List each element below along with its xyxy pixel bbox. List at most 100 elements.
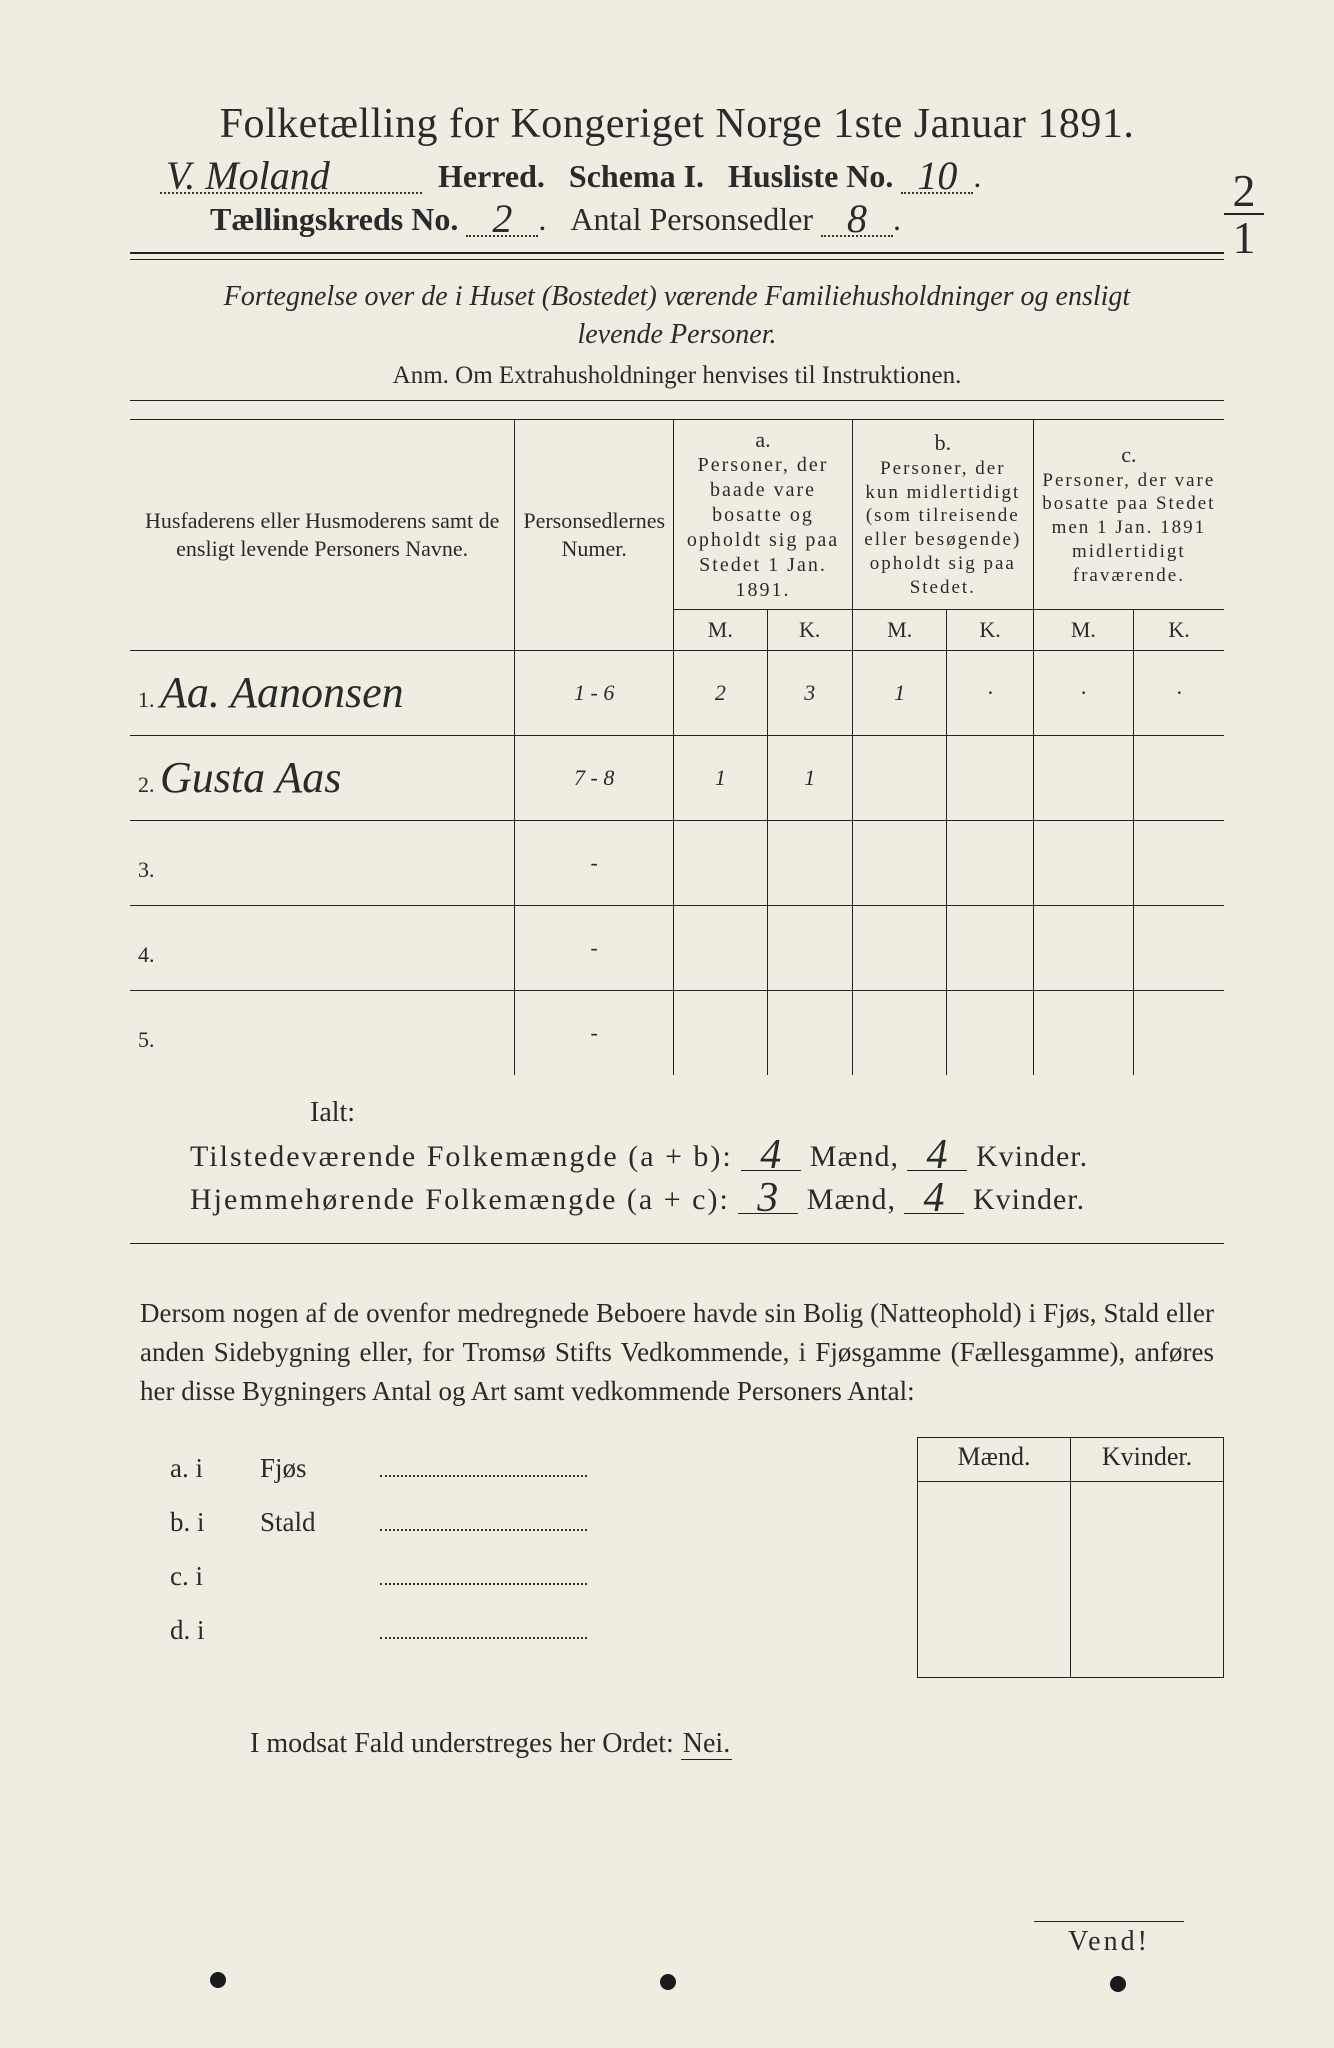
row-b-k: · [947,650,1033,735]
th-numer: Personsedlernes Numer. [515,419,674,650]
mk-box-m-val [918,1482,1071,1678]
th-b-m: M. [852,610,947,651]
abcd-dots [380,1610,587,1639]
abcd-dots [380,1502,587,1531]
punch-hole [210,1972,226,1988]
kvinder-label: Kvinder. [976,1140,1088,1173]
maend-label-2: Mænd, [807,1183,896,1216]
th-a-m: M. [674,610,767,651]
row-c-m [1033,735,1133,820]
row-b-m [852,735,947,820]
row-b-k [947,735,1033,820]
main-title: Folketælling for Kongeriget Norge 1ste J… [130,100,1224,148]
husliste-label: Husliste No. [728,158,893,194]
sum2-m: 3 [738,1184,798,1214]
row-b-k [947,990,1033,1075]
row-b-k [947,905,1033,990]
row-c-k [1134,990,1224,1075]
row-a-m [674,905,767,990]
row-a-k [767,990,852,1075]
th-c-top: c. [1042,441,1216,469]
fraction-top: 2 [1224,170,1264,211]
page-fraction: 2 1 [1224,170,1264,259]
description-text: Fortegnelse over de i Huset (Bostedet) v… [190,278,1164,354]
row-b-m [852,820,947,905]
table-head: Husfaderens eller Husmoderens samt de en… [130,419,1224,650]
table-row: 1. Aa. Aanonsen1 - 6231··· [130,650,1224,735]
fraction-bottom: 1 [1224,217,1264,258]
kreds-no-field: 2 [466,203,538,237]
th-b: b. Personer, der kun midlertidigt (som t… [852,419,1033,610]
abcd-key: c. i [170,1549,260,1603]
row-c-k: · [1134,650,1224,735]
header-line-3: Tællingskreds No. 2. Antal Personsedler … [210,201,1224,238]
row-a-m [674,820,767,905]
mk-box-k: Kvinder. [1071,1438,1224,1482]
row-c-m: · [1033,650,1133,735]
th-a-k: K. [767,610,852,651]
th-a: a. Personer, der baade vare bosatte og o… [674,419,853,610]
antal-no-field: 8 [821,203,893,237]
sum1-m: 4 [741,1141,801,1171]
row-num-range: 7 - 8 [515,735,674,820]
sum2-label: Hjemmehørende Folkemængde (a + c): [190,1183,730,1216]
row-c-m [1033,990,1133,1075]
lower-block: Mænd. Kvinder. a. iFjøsb. iStaldc. id. i [130,1431,1224,1678]
abcd-row: d. i [170,1603,917,1657]
row-a-k: 3 [767,650,852,735]
row-name: Gusta Aas [160,753,341,802]
row-b-k [947,820,1033,905]
row-c-k [1134,735,1224,820]
th-c: c. Personer, der vare bosatte paa Stedet… [1033,419,1224,610]
row-a-m: 2 [674,650,767,735]
table-row: 2. Gusta Aas7 - 811 [130,735,1224,820]
abcd-row: b. iStald [170,1495,917,1549]
th-c-text: Personer, der vare bosatte paa Stedet me… [1042,469,1216,588]
vend-label: Vend! [1034,1921,1184,1958]
paragraph-text: Dersom nogen af de ovenfor medregnede Be… [140,1294,1214,1411]
census-table: Husfaderens eller Husmoderens samt de en… [130,419,1224,1075]
row-b-m [852,990,947,1075]
abcd-row: a. iFjøs [170,1441,917,1495]
row-num-range: - [515,820,674,905]
row-number: 1. Aa. Aanonsen [130,650,515,735]
abcd-key: b. i [170,1495,260,1549]
abcd-row: c. i [170,1549,917,1603]
th-names-text: Husfaderens eller Husmoderens samt de en… [145,508,499,561]
row-name: Aa. Aanonsen [160,668,404,717]
abcd-dots [380,1556,587,1585]
sum-line-1: Tilstedeværende Folkemængde (a + b): 4 M… [190,1139,1224,1174]
row-number: 5. [130,990,515,1075]
rule-single-2 [130,1243,1224,1244]
schema-label: Schema I. [569,158,704,194]
abcd-name: Fjøs [260,1441,380,1495]
row-a-m: 1 [674,735,767,820]
th-c-k: K. [1134,610,1224,651]
row-number: 3. [130,820,515,905]
husliste-no-field: 10 [901,160,973,194]
row-number: 4. [130,905,515,990]
row-a-k [767,905,852,990]
abcd-dots [380,1448,587,1477]
herred-label: Herred. [438,158,545,194]
kreds-label: Tællingskreds No. [210,201,458,237]
th-b-k: K. [947,610,1033,651]
rule-single [130,400,1224,401]
nei-label: I modsat Fald understreges her Ordet: [250,1728,674,1759]
row-num-range: - [515,905,674,990]
mk-box: Mænd. Kvinder. [917,1437,1224,1678]
sum2-k: 4 [904,1184,964,1214]
row-a-k: 1 [767,735,852,820]
th-numer-text: Personsedlernes Numer. [523,508,665,561]
abcd-key: a. i [170,1441,260,1495]
table-row: 3. - [130,820,1224,905]
ialt-label: Ialt: [310,1097,1224,1129]
th-a-top: a. [682,426,844,454]
table-body: 1. Aa. Aanonsen1 - 6231···2. Gusta Aas7 … [130,650,1224,1075]
th-b-top: b. [861,429,1025,457]
mk-box-k-val [1071,1482,1224,1678]
herred-name-field: V. Moland [160,160,422,194]
punch-hole [660,1974,676,1990]
row-a-k [767,820,852,905]
sum1-label: Tilstedeværende Folkemængde (a + b): [190,1140,733,1173]
